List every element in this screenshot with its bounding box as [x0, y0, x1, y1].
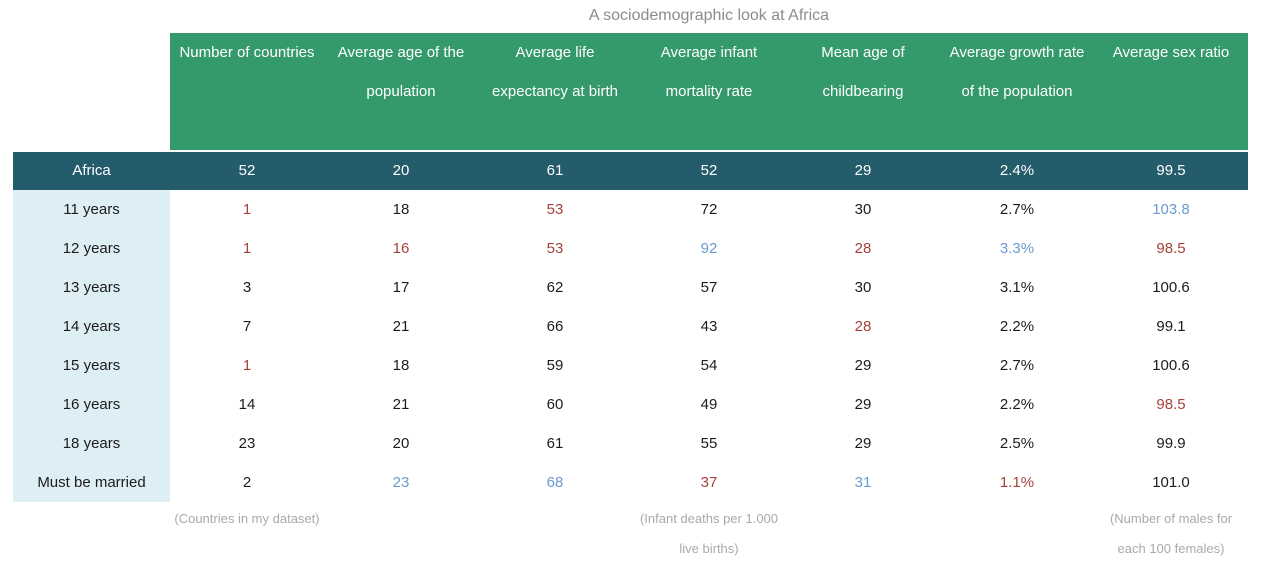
summary-cell: 52	[632, 152, 786, 190]
table-cell: 3.3%	[999, 240, 1035, 257]
table-cell: 28	[854, 318, 872, 335]
row-label: 14 years	[13, 307, 170, 346]
table-cell: 53	[546, 240, 564, 257]
table-cell: 98.5	[1156, 396, 1186, 413]
column-note	[478, 502, 632, 570]
table-cell: 30	[854, 201, 872, 218]
table-cell: 57	[700, 279, 718, 296]
table-cell: 1	[242, 201, 252, 218]
table-cell: 92	[700, 240, 718, 257]
table-cell: 14	[238, 396, 256, 413]
table-cell: 49	[700, 396, 718, 413]
column-header-number-of-countries: Number of countries	[170, 33, 324, 150]
table-cell: 2.7%	[999, 201, 1035, 218]
column-note	[324, 502, 478, 570]
table-cell: 31	[854, 474, 872, 491]
table-cell: 1	[242, 240, 252, 257]
row-label: 18 years	[13, 424, 170, 463]
table-cell: 2	[242, 474, 252, 491]
table-cell: 21	[392, 318, 410, 335]
summary-cell: 20	[324, 152, 478, 190]
table-cell: 62	[546, 279, 564, 296]
table-cell: 68	[546, 474, 564, 491]
table-cell: 2.2%	[999, 318, 1035, 335]
summary-row-label: Africa	[13, 152, 170, 190]
table-cell: 29	[854, 435, 872, 452]
summary-cell: 99.5	[1094, 152, 1248, 190]
table-cell: 21	[392, 396, 410, 413]
column-note-countries: (Countries in my dataset)	[174, 511, 320, 526]
summary-cell: 2.4%	[940, 152, 1094, 190]
table-header-row: Number of countries Average age of the p…	[170, 33, 1248, 150]
table-body: Africa 52 20 61 52 29 2.4% 99.5 11 years…	[13, 152, 1248, 570]
table-cell: 3	[242, 279, 252, 296]
page-title: A sociodemographic look at Africa	[588, 7, 830, 24]
table-cell: 2.7%	[999, 357, 1035, 374]
column-header-childbearing-age: Mean age of childbearing	[786, 33, 940, 150]
table-cell: 23	[392, 474, 410, 491]
table-cell: 101.0	[1152, 474, 1190, 491]
summary-cell: 61	[478, 152, 632, 190]
table-cell: 60	[546, 396, 564, 413]
table-cell: 18	[392, 201, 410, 218]
table-cell: 54	[700, 357, 718, 374]
table-cell: 3.1%	[999, 279, 1035, 296]
table-cell: 72	[700, 201, 718, 218]
footnote-spacer	[13, 502, 170, 570]
column-note-sex-ratio: (Number of males for each 100 females)	[1109, 511, 1233, 556]
table-cell: 2.2%	[999, 396, 1035, 413]
table-cell: 43	[700, 318, 718, 335]
column-note	[786, 502, 940, 570]
table-cell: 1.1%	[999, 474, 1035, 491]
table-cell: 99.1	[1156, 318, 1186, 335]
row-label: 11 years	[13, 190, 170, 229]
table-cell: 98.5	[1156, 240, 1186, 257]
table-cell: 100.6	[1152, 279, 1190, 296]
table-cell: 30	[854, 279, 872, 296]
table-cell: 29	[854, 357, 872, 374]
table-cell: 99.9	[1156, 435, 1186, 452]
table-cell: 61	[546, 435, 564, 452]
table-cell: 1	[242, 357, 252, 374]
table-cell: 59	[546, 357, 564, 374]
table-cell: 28	[854, 240, 872, 257]
summary-cell: 52	[170, 152, 324, 190]
table-cell: 55	[700, 435, 718, 452]
table-cell: 2.5%	[999, 435, 1035, 452]
table-cell: 103.8	[1152, 201, 1190, 218]
column-header-infant-mortality: Average infant mortality rate	[632, 33, 786, 150]
table-cell: 53	[546, 201, 564, 218]
table-cell: 20	[392, 435, 410, 452]
column-header-growth-rate: Average growth rate of the population	[940, 33, 1094, 150]
column-header-sex-ratio: Average sex ratio	[1094, 33, 1248, 150]
column-header-average-age: Average age of the population	[324, 33, 478, 150]
row-label: 13 years	[13, 268, 170, 307]
row-label: 16 years	[13, 385, 170, 424]
column-note	[940, 502, 1094, 570]
table-cell: 100.6	[1152, 357, 1190, 374]
table-cell: 16	[392, 240, 410, 257]
column-note-infant-deaths: (Infant deaths per 1.000 live births)	[639, 511, 779, 556]
summary-cell: 29	[786, 152, 940, 190]
row-label: Must be married	[13, 463, 170, 502]
table-cell: 29	[854, 396, 872, 413]
table-cell: 37	[700, 474, 718, 491]
table-cell: 7	[242, 318, 252, 335]
table-cell: 18	[392, 357, 410, 374]
column-header-life-expectancy: Average life expectancy at birth	[478, 33, 632, 150]
row-label: 15 years	[13, 346, 170, 385]
table-cell: 66	[546, 318, 564, 335]
table-cell: 23	[238, 435, 256, 452]
row-label: 12 years	[13, 229, 170, 268]
table-cell: 17	[392, 279, 410, 296]
